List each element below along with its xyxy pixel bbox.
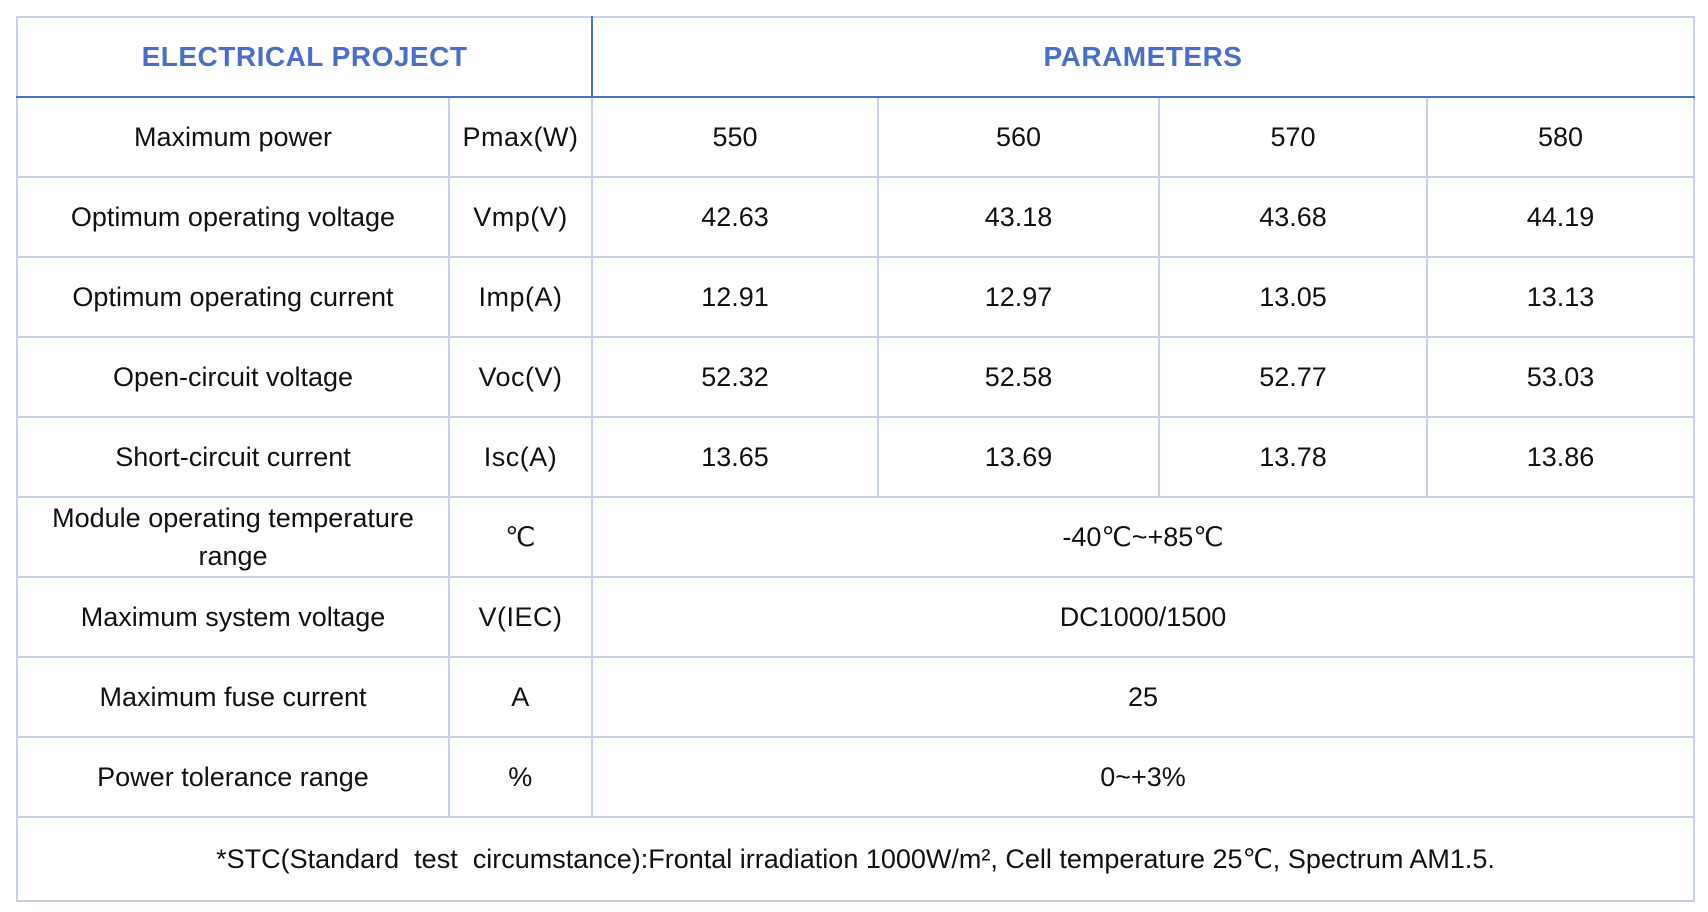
table-row: Open-circuit voltage Voc(V) 52.32 52.58 …	[16, 336, 1696, 418]
footnote-text: *STC(Standard test circumstance):Frontal…	[15, 816, 1696, 902]
row-value: 13.65	[591, 416, 880, 498]
header-parameters: PARAMETERS	[591, 16, 1696, 98]
row-value: 42.63	[591, 176, 880, 258]
row-value: 12.97	[877, 256, 1161, 338]
row-value: 13.78	[1158, 416, 1429, 498]
row-value: 13.69	[877, 416, 1161, 498]
row-label: Module operating temperature range	[16, 496, 450, 578]
row-label: Optimum operating current	[16, 256, 450, 338]
row-value: 43.18	[877, 176, 1161, 258]
row-merged-value: -40℃~+85℃	[591, 496, 1696, 578]
row-value: 52.32	[591, 336, 880, 418]
row-unit: %	[447, 736, 594, 818]
row-label: Maximum system voltage	[16, 576, 450, 658]
row-label: Maximum fuse current	[16, 656, 450, 738]
table-row: Maximum system voltage V(IEC) DC1000/150…	[16, 576, 1696, 658]
row-value: 570	[1158, 96, 1429, 178]
table-row: Maximum power Pmax(W) 550 560 570 580	[16, 96, 1696, 178]
row-value: 13.13	[1426, 256, 1696, 338]
row-merged-value: 0~+3%	[591, 736, 1696, 818]
row-value: 53.03	[1426, 336, 1696, 418]
table-row: Maximum fuse current A 25	[16, 656, 1696, 738]
row-value: 13.86	[1426, 416, 1696, 498]
row-value: 550	[591, 96, 880, 178]
table-row: Optimum operating current Imp(A) 12.91 1…	[16, 256, 1696, 338]
row-unit: V(IEC)	[447, 576, 594, 658]
table-row: Power tolerance range % 0~+3%	[16, 736, 1696, 818]
row-label: Open-circuit voltage	[16, 336, 450, 418]
row-unit: Imp(A)	[447, 256, 594, 338]
row-value: 560	[877, 96, 1161, 178]
footnote-row: *STC(Standard test circumstance):Frontal…	[15, 816, 1696, 902]
table-row: Optimum operating voltage Vmp(V) 42.63 4…	[16, 176, 1696, 258]
row-value: 13.05	[1158, 256, 1429, 338]
row-value: 52.77	[1158, 336, 1429, 418]
electrical-parameters-table: ELECTRICAL PROJECT PARAMETERS Maximum po…	[15, 16, 1696, 902]
row-value: 52.58	[877, 336, 1161, 418]
row-unit: Isc(A)	[447, 416, 594, 498]
header-row: ELECTRICAL PROJECT PARAMETERS	[15, 16, 1696, 98]
row-label: Optimum operating voltage	[16, 176, 450, 258]
row-unit: A	[447, 656, 594, 738]
row-unit: Pmax(W)	[447, 96, 594, 178]
row-unit: ℃	[447, 496, 594, 578]
row-label: Maximum power	[16, 96, 450, 178]
table-row: Short-circuit current Isc(A) 13.65 13.69…	[16, 416, 1696, 498]
row-unit: Vmp(V)	[447, 176, 594, 258]
table-row: Module operating temperature range ℃ -40…	[16, 496, 1696, 578]
row-label: Power tolerance range	[16, 736, 450, 818]
row-value: 44.19	[1426, 176, 1696, 258]
row-label: Short-circuit current	[16, 416, 450, 498]
row-value: 43.68	[1158, 176, 1429, 258]
row-merged-value: 25	[591, 656, 1696, 738]
header-electrical-project: ELECTRICAL PROJECT	[15, 16, 594, 98]
row-merged-value: DC1000/1500	[591, 576, 1696, 658]
row-value: 580	[1426, 96, 1696, 178]
row-unit: Voc(V)	[447, 336, 594, 418]
row-value: 12.91	[591, 256, 880, 338]
